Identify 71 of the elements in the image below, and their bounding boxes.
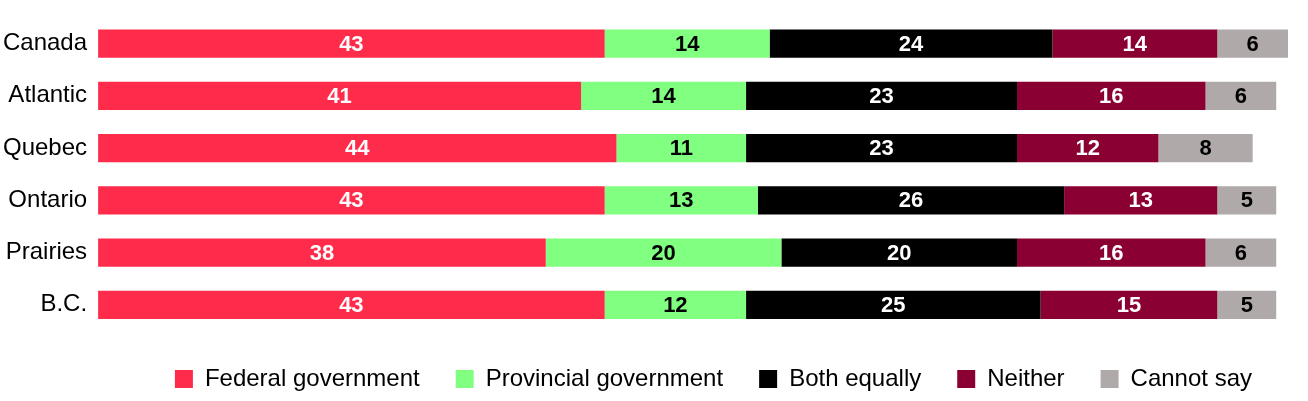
bar [746, 290, 1041, 319]
data-label: 24 [898, 30, 924, 56]
y-tick-label: Ontario [8, 184, 88, 212]
data-label: 43 [339, 30, 364, 56]
bar [604, 186, 758, 215]
bar [604, 29, 770, 58]
bar [545, 238, 782, 267]
bar [757, 186, 1065, 215]
data-label: 11 [669, 135, 693, 161]
legend-label: Both equally [789, 363, 922, 391]
y-tick-label: Prairies [5, 237, 88, 265]
bar [98, 290, 605, 319]
bar [1205, 81, 1277, 110]
data-label: 20 [886, 239, 912, 265]
bar [98, 133, 617, 163]
bar [1217, 186, 1277, 215]
data-label: 38 [309, 239, 335, 265]
data-label: 23 [869, 135, 894, 161]
bar [98, 238, 546, 267]
bar [1040, 290, 1218, 319]
data-label: 8 [1199, 135, 1212, 161]
bar [746, 81, 1018, 110]
bar [98, 29, 605, 58]
bar [98, 81, 582, 110]
data-label: 12 [663, 291, 688, 317]
bar [1017, 238, 1206, 267]
data-label: 13 [1128, 187, 1153, 213]
data-label: 14 [1122, 30, 1148, 56]
legend-label: Provincial government [485, 363, 724, 391]
bar [581, 81, 747, 110]
bar [746, 133, 1018, 163]
bar [1217, 290, 1277, 319]
data-label: 13 [669, 187, 694, 213]
data-label: 12 [1075, 135, 1100, 161]
y-tick-label: Canada [2, 28, 88, 56]
data-label: 23 [869, 82, 894, 108]
data-label: 26 [898, 187, 924, 213]
bar [769, 29, 1053, 58]
data-label: 20 [651, 239, 676, 265]
legend-label: Neither [987, 363, 1065, 391]
bar [98, 186, 605, 215]
y-tick-label: Quebec [3, 132, 88, 160]
y-tick-label: Atlantic [8, 80, 88, 108]
bar [1205, 238, 1277, 267]
data-label: 44 [345, 135, 371, 161]
data-label: 14 [674, 30, 701, 56]
y-tick-label: B.C. [40, 289, 88, 317]
data-label: 6 [1234, 82, 1247, 108]
data-label: 14 [651, 82, 677, 108]
bar [616, 133, 747, 163]
bar [1017, 133, 1159, 163]
bar [1064, 186, 1218, 215]
data-label: 43 [339, 187, 364, 213]
data-label: 5 [1240, 187, 1253, 213]
bar [1052, 29, 1218, 58]
data-label: 41 [327, 82, 352, 108]
data-label: 6 [1246, 30, 1259, 56]
bar [1017, 81, 1206, 110]
bar [781, 238, 1018, 267]
data-label: 16 [1099, 239, 1124, 265]
data-label: 15 [1116, 291, 1142, 317]
bar [604, 290, 747, 319]
bar [1217, 29, 1288, 58]
bar [1158, 133, 1253, 163]
data-label: 5 [1240, 291, 1253, 317]
legend-label: Federal government [204, 363, 421, 391]
data-label: 16 [1099, 82, 1124, 108]
data-label: 6 [1234, 239, 1247, 265]
data-label: 43 [339, 291, 364, 317]
legend-label: Cannot say [1130, 363, 1252, 391]
data-label: 25 [881, 291, 906, 317]
